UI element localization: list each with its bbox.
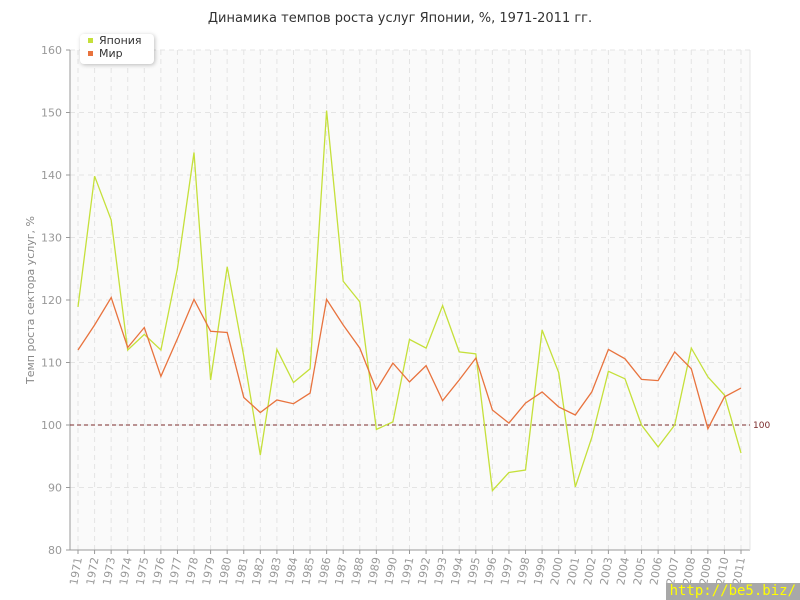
x-tick-label: 1974 [117,556,135,586]
x-tick-label: 1987 [332,556,350,586]
y-tick-label: 110 [41,357,62,370]
x-tick-label: 2001 [565,556,583,586]
series-line-world [77,295,742,431]
legend-item-japan[interactable]: Япония [80,34,154,47]
x-tick-label: 2011 [730,556,748,586]
x-tick-label: 2004 [614,556,632,586]
y-tick-label: 140 [41,169,62,182]
chart-title: Динамика темпов роста услуг Японии, %, 1… [208,11,592,26]
x-tick-label: 1976 [150,556,168,586]
x-tick-label: 2010 [714,556,732,586]
x-tick-label: 1993 [432,556,450,586]
y-tick-label: 150 [41,107,62,120]
y-tick-label: 160 [41,44,62,57]
x-tick-label: 1975 [134,556,152,586]
x-tick-label: 1995 [465,556,483,586]
x-tick-label: 1973 [100,556,118,586]
legend-swatch [88,38,93,43]
grid [70,49,750,550]
x-tick-label: 1972 [84,556,102,586]
x-tick-label: 2000 [548,556,566,586]
legend: Япония Мир [80,34,154,64]
series-lines: 100 [70,110,770,493]
x-tick-label: 1981 [233,556,251,586]
x-tick-label: 2009 [697,556,715,586]
x-tick-label: 1978 [183,556,201,586]
x-tick-label: 2002 [581,556,599,586]
x-tick-label: 1985 [299,556,317,586]
x-tick-label: 1998 [515,556,533,586]
y-tick-label: 130 [41,232,62,245]
y-axis-label: Темп роста сектора услуг, % [24,216,37,385]
legend-swatch [88,51,93,56]
x-tick-label: 1977 [167,556,185,586]
x-tick-label: 1996 [482,556,500,586]
x-tick-label: 2005 [631,556,649,586]
x-tick-label: 1988 [349,556,367,586]
x-tick-label: 1989 [366,556,384,586]
x-tick-label: 2006 [647,556,665,586]
y-tick-label: 100 [41,419,62,432]
y-tick-label: 120 [41,294,62,307]
x-tick-label: 1982 [250,556,268,586]
x-tick-label: 1990 [382,556,400,586]
x-tick-label: 1997 [498,556,516,586]
axes: 8090100110120130140150160197119721973197… [41,44,751,586]
reference-line-label: 100 [753,421,770,431]
x-tick-label: 1983 [266,556,284,586]
x-tick-label: 1999 [531,556,549,586]
x-tick-label: 2007 [664,556,682,586]
x-tick-label: 2008 [681,556,699,586]
x-tick-label: 1984 [283,556,301,586]
x-tick-label: 1971 [67,556,85,586]
x-tick-label: 1992 [415,556,433,586]
x-tick-label: 2003 [598,556,616,586]
x-tick-label: 1986 [316,556,334,586]
legend-item-world[interactable]: Мир [80,47,154,60]
x-tick-label: 1994 [449,556,467,586]
series-line-japan [77,110,742,493]
y-tick-label: 80 [48,544,62,557]
x-tick-label: 1979 [200,556,218,586]
y-tick-label: 90 [48,482,62,495]
legend-label: Мир [99,47,123,60]
x-tick-label: 1980 [216,556,234,586]
x-tick-label: 1991 [399,556,417,586]
legend-label: Япония [99,34,142,47]
watermark-link[interactable]: http://be5.biz/ [665,583,800,600]
